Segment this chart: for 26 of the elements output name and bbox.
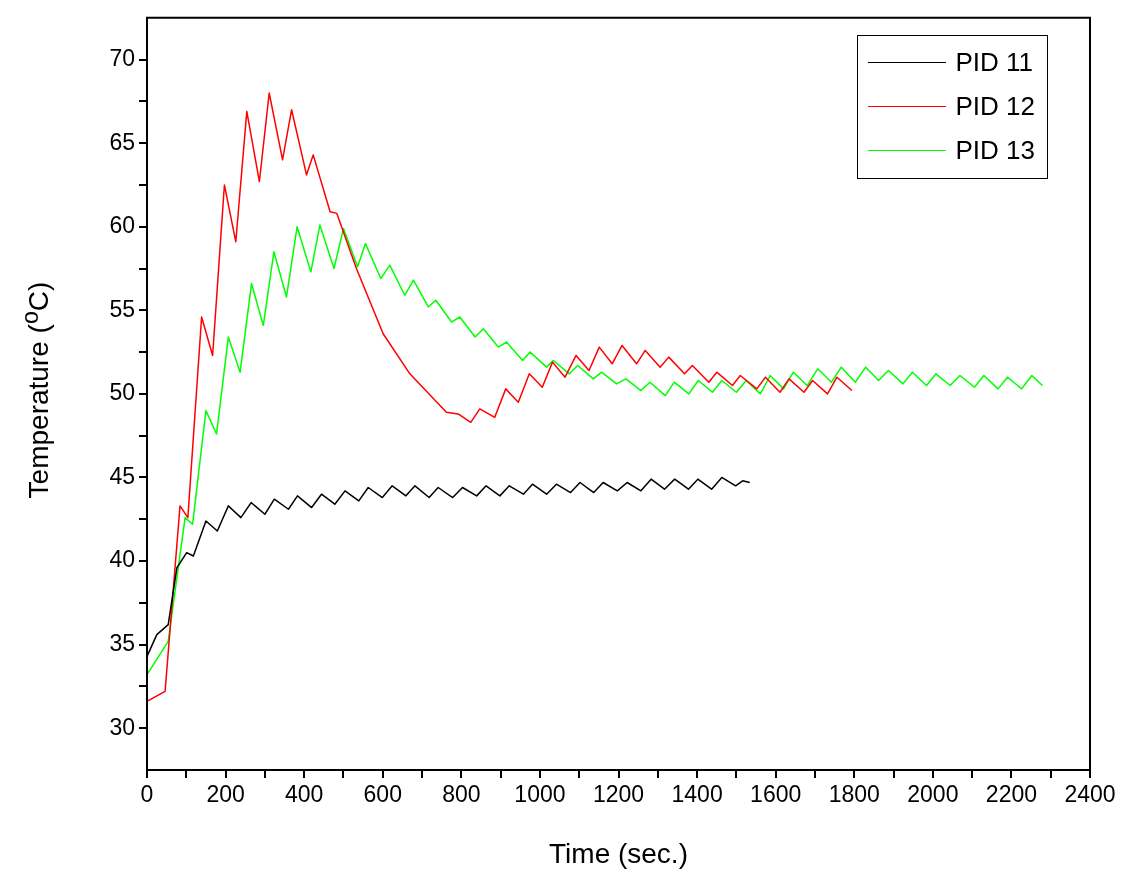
x-tick-label: 1000 bbox=[514, 781, 566, 808]
x-tick-label: 2200 bbox=[985, 781, 1037, 808]
x-axis-title: Time (sec.) bbox=[548, 838, 689, 870]
x-tick-label: 1400 bbox=[671, 781, 723, 808]
x-tick-label: 200 bbox=[206, 781, 245, 808]
x-tick-label: 400 bbox=[284, 781, 324, 808]
x-tick-label: 1800 bbox=[828, 781, 880, 808]
y-tick-label: 35 bbox=[109, 629, 135, 656]
legend-label: PID 12 bbox=[955, 90, 1035, 122]
legend-label: PID 13 bbox=[955, 134, 1035, 166]
y-tick-label: 50 bbox=[109, 379, 135, 406]
x-tick-label: 600 bbox=[363, 781, 402, 808]
legend-label: PID 11 bbox=[955, 46, 1034, 78]
x-tick-label: 2400 bbox=[1064, 781, 1116, 808]
x-tick-label: 2000 bbox=[907, 781, 959, 808]
y-tick-label: 65 bbox=[109, 128, 135, 155]
x-tick-label: 800 bbox=[442, 781, 481, 808]
y-tick-label: 55 bbox=[109, 295, 135, 322]
y-tick-label: 40 bbox=[109, 546, 135, 573]
y-tick-label: 70 bbox=[109, 44, 135, 71]
y-tick-label: 30 bbox=[109, 713, 135, 740]
x-tick-label: 0 bbox=[140, 781, 154, 808]
y-tick-label: 60 bbox=[109, 212, 135, 239]
y-tick-label: 45 bbox=[109, 462, 135, 489]
x-tick-label: 1600 bbox=[750, 781, 802, 808]
x-tick-label: 1200 bbox=[592, 781, 645, 808]
